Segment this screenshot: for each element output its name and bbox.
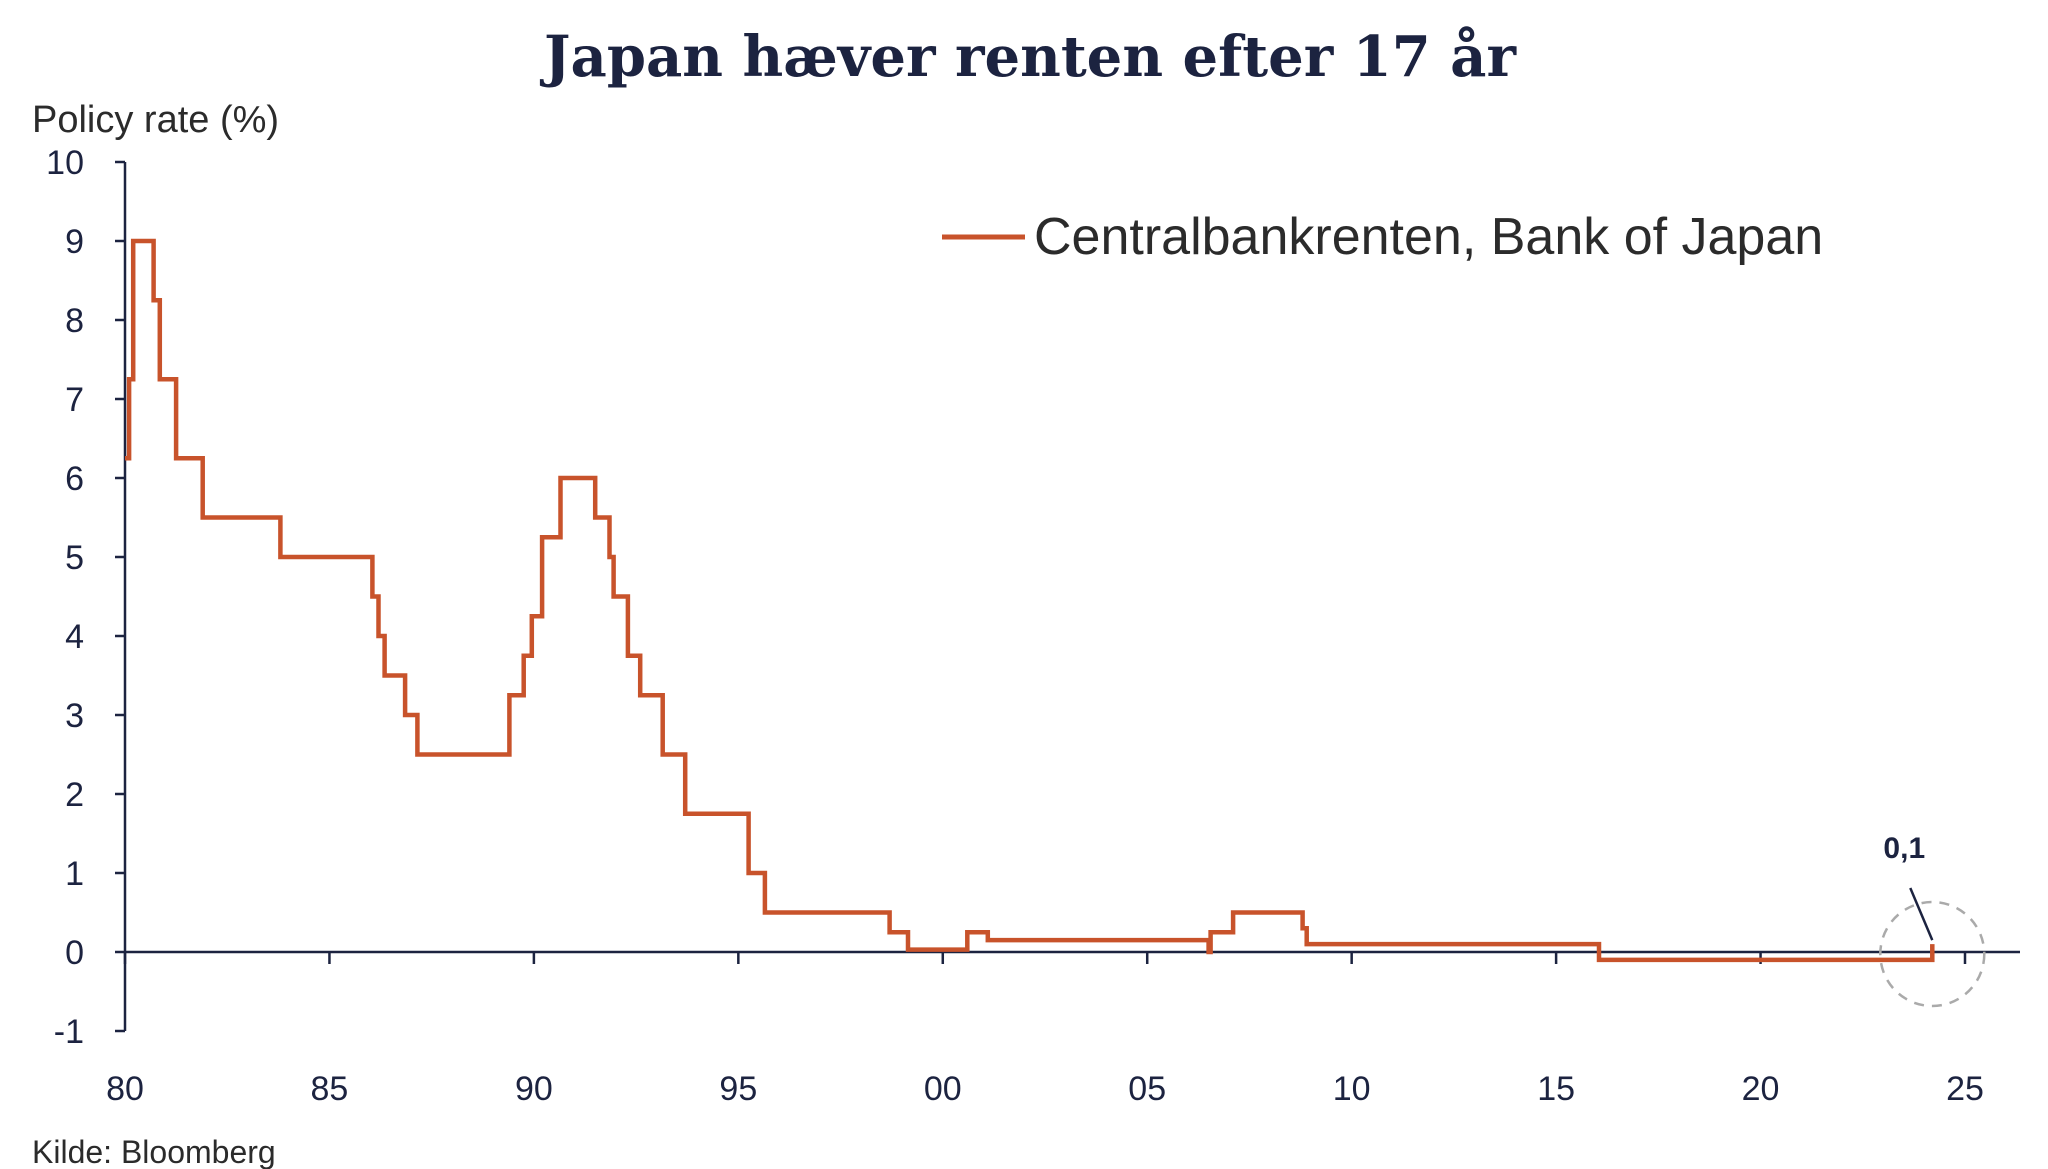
y-tick-label: -1 [54,1013,84,1051]
y-tick-label: 0 [65,934,84,972]
x-tick-label: 85 [311,1070,349,1108]
x-tick-label: 05 [1128,1070,1166,1108]
axes [115,160,2020,1033]
legend: Centralbankrenten, Bank of Japan [942,208,1823,266]
x-tick-label: 20 [1742,1070,1780,1108]
y-tick-label: 3 [65,697,84,735]
y-tick-label: 1 [65,855,84,893]
source-note: Kilde: Bloomberg [32,1134,276,1169]
y-tick-label: 8 [65,302,84,340]
x-tick-labels: 80 85 90 95 00 05 10 15 20 25 [106,1070,1984,1108]
y-tick-label: 5 [65,539,84,577]
x-tick-label: 95 [719,1070,757,1108]
y-tick-label: 7 [65,381,84,419]
y-tick-labels: -1 0 1 2 3 4 5 6 7 8 9 10 [46,144,84,1051]
x-tick-label: 10 [1333,1070,1371,1108]
x-tick-label: 00 [924,1070,962,1108]
legend-label: Centralbankrenten, Bank of Japan [1034,208,1823,266]
series-group [125,238,1935,963]
annotation-label: 0,1 [1883,832,1925,865]
y-tick-label: 6 [65,460,84,498]
y-tick-label: 10 [46,144,84,182]
y-tick-label: 9 [65,223,84,261]
x-tick-label: 80 [106,1070,144,1108]
x-tick-label: 90 [515,1070,553,1108]
y-tick-label: 2 [65,776,84,814]
annotation-group: 0,1 [1879,832,1986,1008]
chart-title: Japan hæver renten efter 17 år [539,24,1517,90]
y-axis-label: Policy rate (%) [32,99,279,141]
y-tick-label: 4 [65,618,84,656]
series-line-0 [125,238,1935,963]
x-tick-label: 25 [1946,1070,1984,1108]
annotation-leader-line [1909,887,1934,941]
x-tick-label: 15 [1537,1070,1575,1108]
annotation-circle [1879,900,1986,1008]
